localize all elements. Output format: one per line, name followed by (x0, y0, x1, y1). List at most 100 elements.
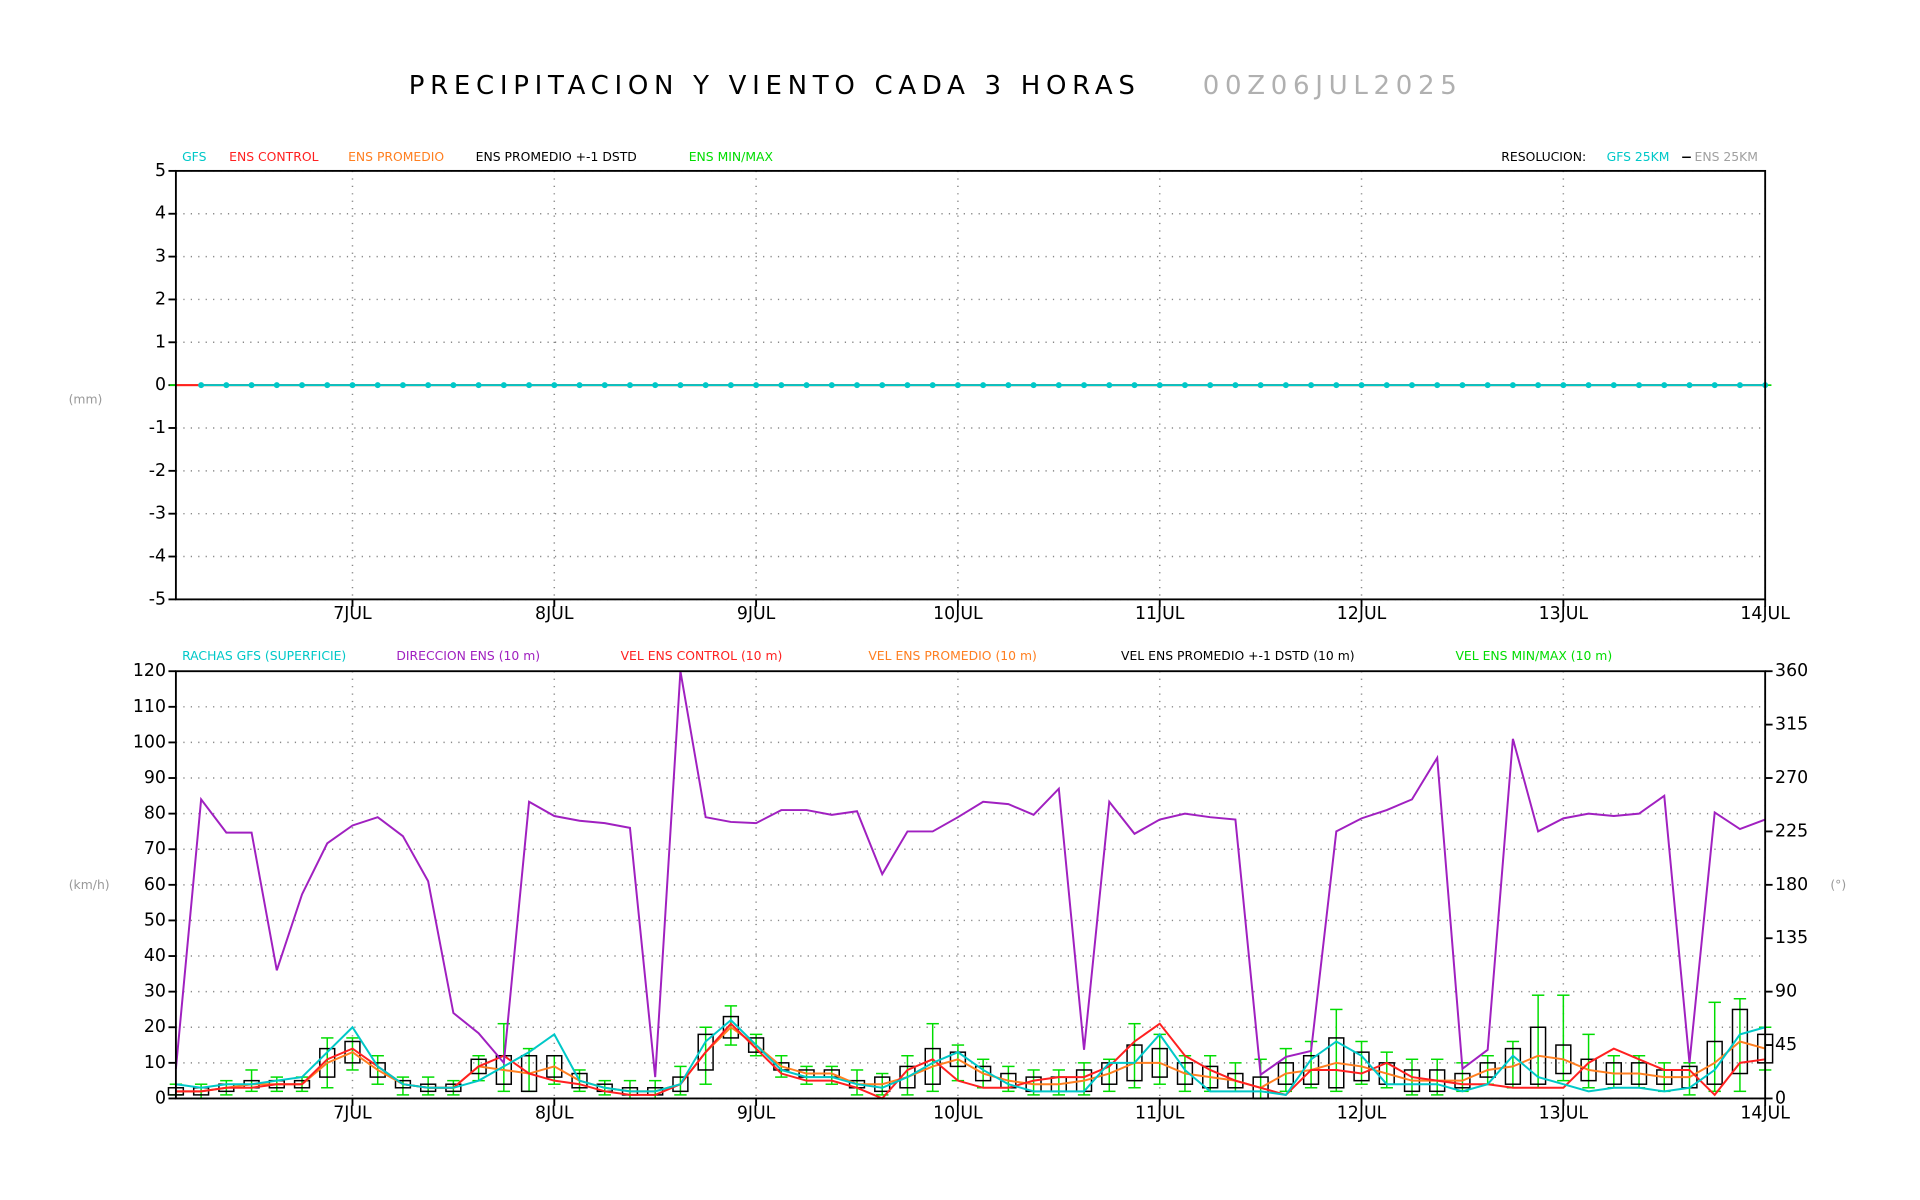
point (1156, 382, 1163, 389)
point (551, 382, 558, 389)
point (198, 382, 205, 389)
point (349, 382, 356, 389)
series-line (174, 671, 1766, 1078)
y2-tick-label: 135 (1775, 928, 1808, 948)
point (854, 382, 860, 389)
std-box (1328, 1037, 1345, 1089)
std-box (470, 1058, 487, 1075)
point (1358, 382, 1365, 389)
point (1610, 382, 1617, 389)
point (1030, 382, 1037, 389)
y2-tick-label: 360 (1775, 661, 1808, 681)
y-tick-label: 40 (144, 946, 166, 966)
y-tick-label: 0 (155, 375, 166, 395)
x-tick-label: 12JUL (1337, 1103, 1387, 1123)
point (954, 382, 961, 389)
y-tick-label: -3 (149, 504, 166, 524)
std-box (1353, 1051, 1370, 1082)
legend-entry: GFS (182, 150, 206, 164)
point (1535, 382, 1542, 389)
x-tick-label: 14JUL (1740, 1103, 1790, 1123)
point (1661, 382, 1668, 389)
point (1308, 382, 1315, 389)
point (526, 382, 533, 389)
y-tick-label: 60 (144, 875, 166, 895)
std-box (1227, 1072, 1244, 1089)
y-tick-label: 100 (133, 732, 166, 752)
point (223, 382, 230, 389)
resolution-label: RESOLUCION: (1501, 150, 1586, 164)
point (677, 382, 684, 389)
legend-entry: DIRECCION ENS (10 m) (396, 649, 540, 663)
point (1711, 382, 1718, 389)
y-tick-label: 30 (144, 982, 166, 1002)
legend-entry: ENS MIN/MAX (689, 150, 774, 164)
y2-tick-label: 315 (1775, 715, 1808, 735)
point (374, 382, 381, 389)
y-tick-label: -4 (149, 547, 166, 567)
y2-tick-label: 225 (1775, 821, 1808, 841)
point (1434, 382, 1441, 389)
point (702, 382, 709, 389)
x-tick-label: 9JUL (737, 604, 776, 624)
std-box (1176, 1062, 1194, 1085)
std-box (520, 1054, 538, 1093)
std-box (571, 1072, 588, 1089)
point (1636, 382, 1643, 389)
legend-entry: RACHAS GFS (SUPERFICIE) (182, 649, 346, 663)
x-tick-label: 12JUL (1337, 604, 1387, 624)
x-tick-label: 14JUL (1740, 604, 1790, 624)
std-box (1555, 1044, 1572, 1075)
point (1484, 382, 1491, 389)
y2-tick-label: 180 (1775, 875, 1808, 895)
point (1736, 382, 1743, 389)
point (1560, 382, 1567, 389)
x-tick-label: 8JUL (535, 1103, 574, 1123)
y2-tick-label: 45 (1775, 1035, 1797, 1055)
y-tick-label: 80 (144, 804, 166, 824)
y-tick-label: 50 (144, 910, 166, 930)
point (904, 382, 911, 389)
y-tick-label: -5 (149, 589, 166, 609)
legend-entry: VEL ENS CONTROL (10 m) (621, 649, 783, 663)
y-tick-label: 3 (155, 247, 166, 267)
point (1081, 382, 1088, 389)
plot-frame (174, 670, 1767, 1100)
point (753, 382, 760, 389)
point (1055, 382, 1062, 389)
std-box (1202, 1065, 1219, 1089)
series-line (175, 1025, 1766, 1093)
std-box (319, 1047, 336, 1078)
point (1585, 382, 1592, 389)
point (1459, 382, 1466, 389)
std-box (1277, 1062, 1295, 1085)
point (450, 382, 457, 389)
point (248, 382, 255, 389)
std-box (747, 1037, 765, 1053)
x-tick-label: 8JUL (535, 604, 574, 624)
x-tick-label: 10JUL (933, 1103, 983, 1123)
std-box (1479, 1062, 1496, 1078)
std-box (1529, 1026, 1547, 1085)
point (1131, 382, 1138, 389)
x-tick-label: 7JUL (333, 1103, 372, 1123)
point (399, 382, 406, 389)
y-tick-label: -1 (149, 418, 166, 438)
y2-axis-label: (°) (1830, 878, 1846, 892)
resolution-gfs: GFS 25KM (1607, 150, 1670, 164)
plot-frame (174, 169, 1767, 601)
point (576, 382, 583, 389)
y-tick-label: 70 (144, 839, 166, 859)
std-box (672, 1076, 689, 1093)
point (299, 382, 306, 389)
y-tick-label: 120 (133, 661, 166, 681)
y-tick-label: 10 (144, 1053, 166, 1073)
y-tick-label: 0 (155, 1088, 166, 1108)
std-box (546, 1054, 563, 1078)
point (803, 382, 810, 389)
legend-entry: VEL ENS MIN/MAX (10 m) (1455, 649, 1612, 663)
legend-entry: VEL ENS PROMEDIO (10 m) (868, 649, 1037, 663)
point (1207, 382, 1214, 389)
